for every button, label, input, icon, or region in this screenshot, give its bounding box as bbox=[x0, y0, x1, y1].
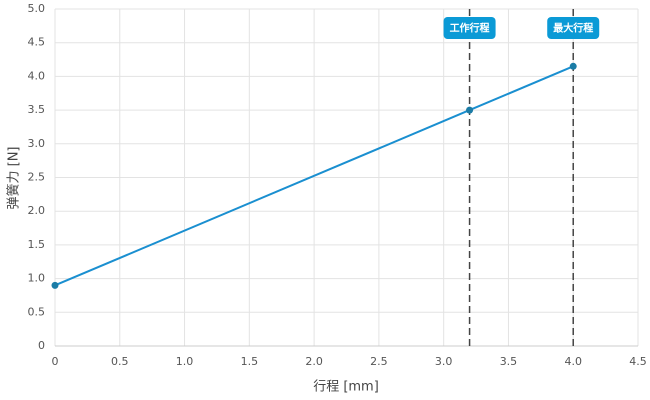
y-tick-label: 5.0 bbox=[28, 2, 46, 15]
y-tick-label: 0 bbox=[38, 339, 45, 352]
x-tick-label: 0 bbox=[52, 355, 59, 368]
x-tick-label: 3.5 bbox=[500, 355, 518, 368]
x-tick-label: 4.5 bbox=[629, 355, 647, 368]
annotation-box bbox=[443, 17, 496, 39]
y-tick-label: 2.0 bbox=[28, 204, 46, 217]
point bbox=[569, 62, 577, 70]
point bbox=[466, 106, 474, 114]
x-axis-title: 行程 [mm] bbox=[313, 380, 379, 395]
y-tick-label: 3.0 bbox=[28, 137, 46, 150]
x-tick-label: 2.5 bbox=[370, 355, 388, 368]
annotation-label: 最大行程 bbox=[553, 22, 593, 35]
point bbox=[51, 281, 59, 289]
annotation-box bbox=[547, 17, 600, 39]
y-tick-label: 4.5 bbox=[28, 36, 46, 49]
y-tick-label: 3.5 bbox=[28, 103, 46, 116]
annotation-label: 工作行程 bbox=[450, 22, 490, 35]
y-tick-label: 0.5 bbox=[28, 305, 46, 318]
x-tick-label: 0.5 bbox=[111, 355, 129, 368]
y-tick-label: 2.5 bbox=[28, 171, 46, 184]
y-tick-label: 1.0 bbox=[28, 272, 46, 285]
y-tick-label: 1.5 bbox=[28, 238, 46, 251]
x-tick-label: 4.0 bbox=[564, 355, 582, 368]
x-tick-label: 1.5 bbox=[241, 355, 259, 368]
x-tick-label: 2.0 bbox=[305, 355, 323, 368]
x-tick-label: 1.0 bbox=[176, 355, 194, 368]
y-axis-title: 弹簧力 [N] bbox=[6, 146, 22, 209]
x-tick-label: 3.0 bbox=[435, 355, 453, 368]
y-tick-label: 4.0 bbox=[28, 69, 46, 82]
